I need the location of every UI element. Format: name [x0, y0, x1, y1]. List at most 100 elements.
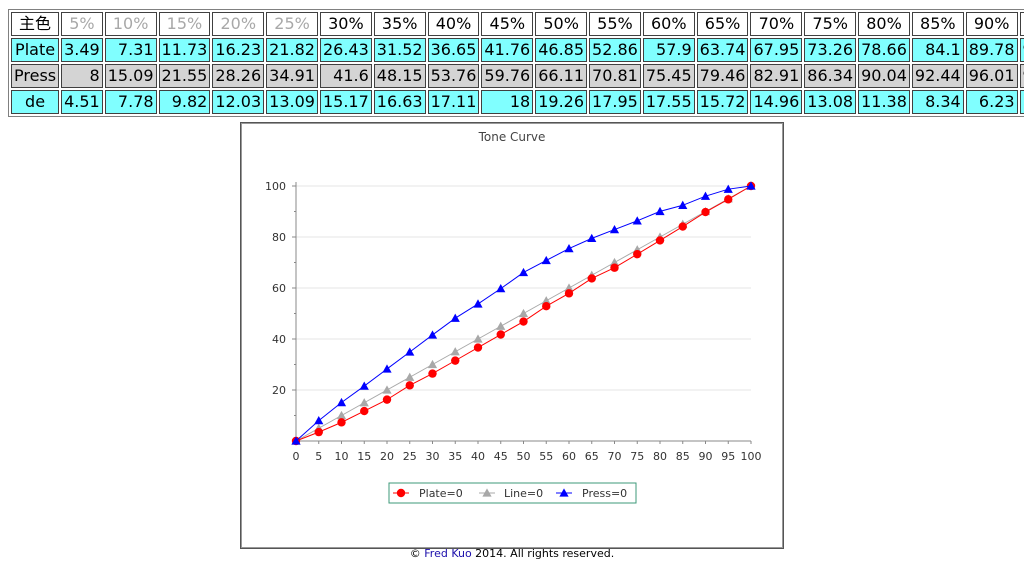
- table-header-cell: 35%: [373, 12, 426, 36]
- table-header-cell: 70%: [750, 12, 803, 36]
- data-point: [473, 334, 483, 343]
- table-row-press: Press 8 15.09 21.55 28.26 34.91 41.6 48.15 53.7…: [11, 64, 1024, 88]
- data-point: [541, 255, 551, 265]
- y-tick-label: 80: [272, 231, 286, 244]
- data-point: [337, 418, 346, 427]
- table-cell: 48.15: [373, 64, 426, 88]
- table-cell: 53.76: [427, 64, 480, 88]
- table-row-de: de 4.51 7.78 9.82 12.03 13.09 15.17 16.63 17.11…: [11, 90, 1024, 114]
- data-point: [382, 385, 392, 394]
- data-point: [496, 321, 506, 330]
- data-point: [518, 267, 529, 277]
- data-point: [746, 181, 756, 190]
- x-tick-label: 75: [630, 450, 644, 463]
- table-cell: 59.76: [481, 64, 534, 88]
- x-tick-label: 45: [494, 450, 508, 463]
- table-row-plate: Plate 3.49 7.31 11.73 16.23 21.82 26.43 31.52 3…: [11, 38, 1024, 62]
- data-point: [632, 216, 642, 225]
- axes: 20 40 60 80 100 0 5 10 15 20 25 30 35 40 45 50 55 60 65 70 7…: [265, 180, 762, 463]
- data-point: [633, 249, 642, 259]
- table-cell: 84.1: [911, 38, 964, 62]
- table-header-cell: 10%: [104, 12, 157, 36]
- data-point: [723, 184, 733, 193]
- data-point: [291, 436, 301, 445]
- table-cell: 21.55: [158, 64, 211, 88]
- table-cell: 8: [61, 64, 103, 88]
- x-tick-label: 95: [721, 450, 735, 463]
- copyright-prefix: ©: [409, 547, 425, 560]
- data-point: [609, 224, 620, 234]
- x-tick-label: 0: [293, 450, 300, 463]
- author-link[interactable]: Fred Kuo: [424, 547, 472, 560]
- table-cell: 7.31: [104, 38, 157, 62]
- table-cell: 41.76: [481, 38, 534, 62]
- series-press: [291, 181, 756, 445]
- legend-label: Line=0: [504, 487, 543, 500]
- data-point: [655, 236, 665, 245]
- table-cell: 9.82: [158, 90, 211, 114]
- table-header-cell: 20%: [212, 12, 265, 36]
- table-header-cell: 95%: [1019, 12, 1024, 36]
- table-cell: 13.08: [804, 90, 857, 114]
- legend-marker: [559, 488, 569, 497]
- data-point: [451, 356, 460, 365]
- x-tick-label: 40: [471, 450, 485, 463]
- table-cell: 66.11: [535, 64, 588, 88]
- data-point: [450, 347, 460, 356]
- legend-label: Press=0: [582, 487, 627, 500]
- grid-lines: [296, 185, 751, 391]
- data-point: [336, 410, 347, 420]
- data-point: [541, 296, 551, 305]
- x-tick-label: 15: [357, 450, 371, 463]
- data-point: [314, 427, 323, 437]
- table-cell: 90.04: [858, 64, 910, 88]
- data-point: [724, 195, 733, 204]
- data-point: [678, 200, 688, 209]
- table-header-cell: 85%: [911, 12, 964, 36]
- table-cell: 31.52: [373, 38, 426, 62]
- table-cell: 34.91: [266, 64, 318, 88]
- table-cell: 18: [481, 90, 534, 114]
- table-cell: 92.44: [911, 64, 964, 88]
- data-point: [473, 343, 483, 352]
- table-cell: 17.95: [589, 90, 641, 114]
- table-cell: 94.76: [1019, 38, 1024, 62]
- table-cell: 98.75: [1019, 64, 1024, 88]
- legend-marker: [396, 488, 406, 498]
- data-point: [496, 284, 506, 293]
- table-header-cell: 65%: [696, 12, 749, 36]
- tone-value-table: 主色 5% 10% 15% 20% 25% 30% 35% 40% 45% 50% 55% 60% 65…: [8, 9, 1024, 117]
- data-point: [542, 302, 551, 311]
- table-cell: 15.17: [319, 90, 372, 114]
- legend-marker: [482, 488, 492, 497]
- table-cell: 16.23: [212, 38, 265, 62]
- data-point: [610, 263, 619, 272]
- x-tick-label: 85: [676, 450, 690, 463]
- table-cell: 57.9: [642, 38, 695, 62]
- table-cell: 70.81: [589, 64, 641, 88]
- data-point: [382, 395, 392, 404]
- y-tick-label: 20: [272, 384, 286, 397]
- data-point: [701, 207, 710, 217]
- table-header-cell: 90%: [965, 12, 1018, 36]
- table-cell: 13.09: [266, 90, 318, 114]
- table-header-cell: 55%: [589, 12, 641, 36]
- table-cell: 16.63: [373, 90, 426, 114]
- table-header-cell: 80%: [858, 12, 910, 36]
- table-row-label: de: [11, 90, 60, 114]
- data-point: [518, 308, 529, 318]
- table-cell: 36.65: [427, 38, 480, 62]
- table-header-cell: 15%: [158, 12, 211, 36]
- copyright-footer: © Fred Kuo 2014. All rights reserved.: [0, 547, 1024, 561]
- x-tick-label: 25: [403, 450, 417, 463]
- copyright-suffix: 2014. All rights reserved.: [471, 547, 615, 560]
- table-cell: 73.26: [804, 38, 857, 62]
- table-header-cell: 5%: [61, 12, 103, 36]
- table-cell: 89.78: [965, 38, 1018, 62]
- table-row-label: Plate: [11, 38, 60, 62]
- table-cell: 67.95: [750, 38, 803, 62]
- y-tick-label: 100: [265, 180, 286, 193]
- table-header-cell: 30%: [319, 12, 372, 36]
- table-cell: 82.91: [750, 64, 803, 88]
- x-tick-label: 30: [426, 450, 440, 463]
